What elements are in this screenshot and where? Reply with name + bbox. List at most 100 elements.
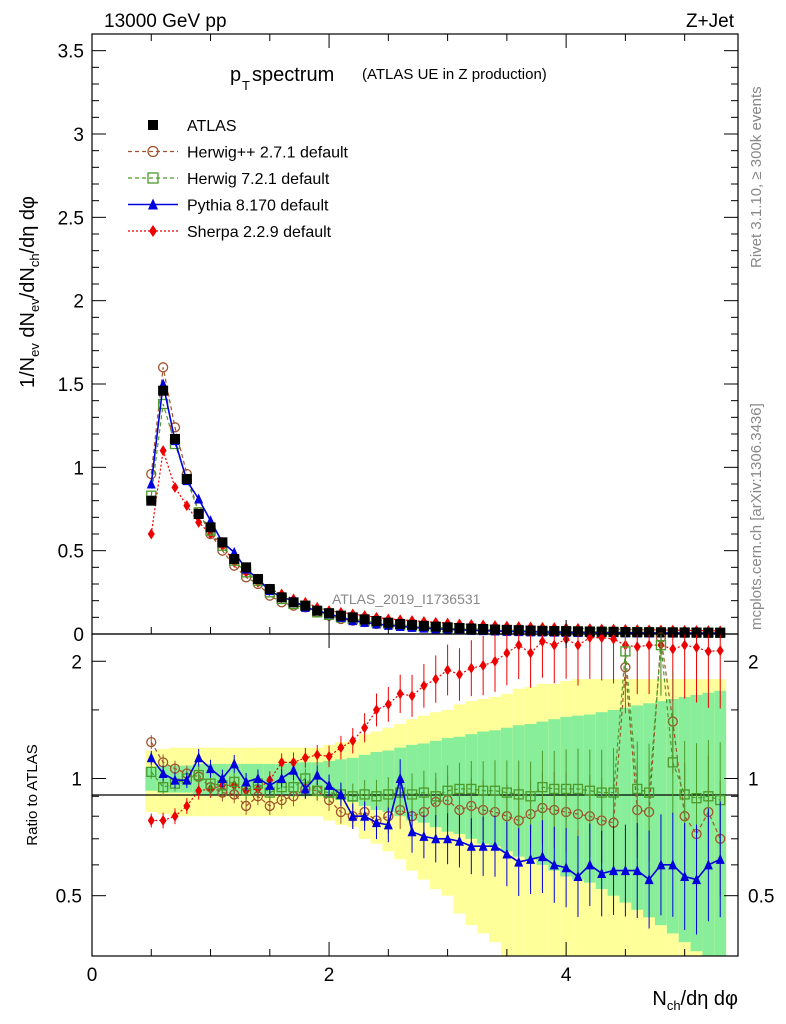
ratio-point-pythia: [277, 772, 287, 783]
ratio-point-sherpa: [503, 647, 511, 659]
ratio-point-herwig7: [608, 787, 619, 798]
ratio-point-pythia: [573, 871, 583, 882]
main-point-data: [490, 624, 501, 635]
ratio-point-herwigpp: [335, 806, 347, 818]
ratio-point-pythia: [289, 764, 299, 775]
ratio-band-inner: [655, 701, 667, 926]
main-ytick-label: 2: [73, 292, 84, 313]
ratio-point-pythia: [561, 862, 571, 873]
main-point-data: [347, 612, 358, 623]
ratio-point-pythia: [585, 859, 595, 870]
main-point-herwigpp: [157, 362, 169, 373]
ratio-point-pythia: [253, 772, 263, 783]
ratio-ytick-label: 2: [71, 652, 82, 673]
ratio-point-pythia: [549, 859, 559, 870]
ratio-point-herwig7: [478, 785, 489, 796]
legend-marker-sherpa: [149, 225, 157, 237]
main-point-data: [312, 605, 323, 616]
xlabel-part: N: [652, 988, 666, 1010]
ratio-point-pythia: [454, 835, 464, 846]
xtick-label: 4: [561, 965, 572, 986]
main-point-data: [217, 537, 228, 548]
ratio-ylabel: Ratio to ATLAS: [24, 744, 41, 845]
main-point-data: [252, 574, 263, 584]
main-point-data: [691, 627, 702, 638]
ratio-point-pythia: [312, 769, 322, 780]
main-point-pythia: [194, 493, 204, 504]
ratio-point-sherpa: [479, 660, 487, 672]
ratio-point-pythia: [383, 819, 393, 830]
main-ylabel: 1/Nev dNev/dNch/dη dφ: [17, 196, 42, 388]
ratio-point-sherpa: [159, 814, 167, 826]
ratio-point-sherpa: [681, 639, 689, 651]
main-point-data: [596, 626, 607, 637]
main-point-data: [537, 625, 548, 636]
main-point-data: [608, 626, 619, 637]
ratio-point-sherpa: [633, 641, 641, 653]
main-point-data: [715, 627, 726, 638]
ratio-point-herwig7: [193, 769, 204, 781]
ylabel-part: ev: [27, 298, 42, 312]
ratio-point-sherpa: [527, 647, 535, 659]
ratio-point-herwigpp: [146, 736, 157, 748]
ratio-point-pythia: [336, 788, 346, 799]
ratio-point-herwig7: [691, 793, 702, 804]
ratio-point-herwig7: [596, 787, 607, 798]
main-point-data: [525, 625, 536, 636]
ylabel-part: dN: [17, 312, 39, 343]
ratio-point-herwig7: [347, 791, 358, 802]
ratio-point-herwig7: [679, 789, 690, 800]
main-point-data: [335, 610, 346, 621]
ratio-point-pythia: [514, 856, 524, 867]
ratio-band-inner: [334, 759, 347, 801]
ratio-point-pythia: [680, 871, 690, 882]
ratio-point-pythia: [300, 783, 310, 794]
ratio-point-pythia: [419, 830, 429, 841]
main-point-data: [632, 627, 643, 638]
legend-marker-herwig7: [147, 172, 159, 184]
ratio-point-sherpa: [325, 750, 333, 762]
main-title: p T spectrum (ATLAS UE in Z production): [230, 64, 547, 93]
main-point-data: [454, 623, 465, 633]
ratio-point-herwig7: [418, 787, 430, 798]
main-point-data: [513, 625, 524, 636]
legend-marker-herwigpp: [147, 145, 159, 158]
main-ytick-label: 2.5: [58, 208, 84, 229]
ratio-point-sherpa: [361, 722, 369, 734]
ratio-point-herwig7: [383, 789, 394, 800]
ratio-point-herwig7: [466, 783, 477, 795]
ylabel-part: ev: [27, 343, 42, 357]
ratio-point-herwig7: [537, 782, 548, 793]
main-point-data: [572, 626, 583, 637]
ratio-point-herwig7: [205, 778, 216, 789]
ratio-point-pythia: [229, 758, 239, 769]
legend-marker-pythia: [148, 198, 158, 210]
ratio-point-sherpa: [147, 814, 155, 826]
xlabel: Nch/dη dφ: [652, 988, 738, 1013]
main-ytick-label: 0.5: [58, 542, 84, 563]
ratio-ytick-label: 0.5: [56, 887, 82, 908]
main-point-data: [264, 584, 275, 594]
ratio-point-pythia: [182, 774, 192, 785]
main-ytick-label: 0: [73, 625, 84, 646]
ratio-point-pythia: [478, 840, 488, 851]
ratio-point-pythia: [194, 752, 204, 763]
xtick-label: 2: [324, 965, 335, 986]
main-ytick-label: 1.5: [58, 375, 84, 396]
ratio-point-pythia: [656, 859, 666, 870]
ratio-point-pythia: [324, 779, 334, 790]
ratio-point-pythia: [407, 826, 417, 837]
ratio-point-sherpa: [574, 639, 582, 651]
main-point-data: [549, 626, 560, 636]
ylabel-part: 1/N: [17, 357, 39, 388]
ratio-point-herwig7: [146, 766, 157, 777]
ratio-point-herwig7: [525, 791, 536, 802]
ratio-point-sherpa: [171, 810, 179, 822]
main-ytick-label: 3.5: [58, 42, 84, 63]
ratio-ytick-label-right: 1: [748, 769, 759, 790]
ratio-point-sherpa: [610, 633, 618, 645]
main-point-sherpa: [171, 481, 179, 493]
main-point-data: [430, 621, 441, 632]
svg-text:1/Nev dNev/dNch/dη dφ: 1/Nev dNev/dNch/dη dφ: [17, 196, 42, 388]
ratio-point-herwig7: [489, 785, 501, 796]
